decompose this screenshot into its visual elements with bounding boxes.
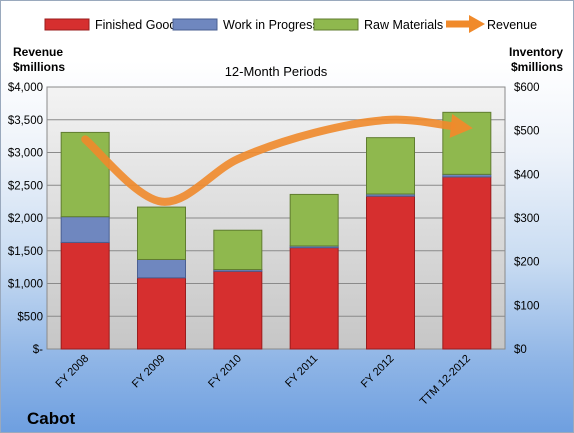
bar-finished-goods-fy-2009 [137,277,186,350]
bar-finished-goods-fy-2008 [60,241,110,350]
bar-raw-materials-fy-2008 [60,131,110,218]
bar-raw-materials-fy-2011 [289,193,339,247]
category-label: TTM 12-2012 [418,353,473,408]
revenue-line [81,115,456,206]
bar-series [60,111,492,350]
bar-work-in-progress-fy-2009 [137,258,186,279]
bar-finished-goods-fy-2010 [213,270,263,350]
right-axis-ticks: $0 $100 $200 $300 $400 $500 $600 [514,82,540,356]
category-label: FY 2012 [359,353,397,391]
left-tick-label: $3,500 [8,115,43,127]
category-label: FY 2009 [130,353,168,391]
left-tick-label: $- [33,344,43,356]
legend-swatch-finished-goods [44,18,90,31]
left-tick-label: $2,500 [8,180,43,192]
right-axis-title-line1: Inventory [509,45,563,59]
right-tick-label: $200 [514,257,540,269]
legend: Finished Goods Work in Progress Raw Mate… [44,15,537,33]
company-name: Cabot [27,409,76,428]
bar-finished-goods-fy-2012 [366,195,415,350]
category-label: FY 2011 [283,353,320,390]
left-axis-title-line1-text: Revenue [13,45,63,59]
right-tick-label: $600 [514,82,540,94]
right-tick-label: $100 [514,300,540,312]
chart-title: 12-Month Periods [225,64,328,79]
left-axis-title-line2-text: $millions [13,60,65,74]
revenue-arrow-icon [449,114,473,138]
right-tick-label: $400 [514,169,540,181]
legend-label-work-in-progress: Work in Progress [223,18,319,32]
left-tick-label: $1,500 [8,246,43,258]
category-label: FY 2008 [54,353,92,391]
bar-raw-materials-fy-2010 [213,229,263,271]
legend-label-raw-materials: Raw Materials [364,18,443,32]
legend-swatch-raw-materials [313,18,359,31]
right-tick-label: $0 [514,344,527,356]
bar-raw-materials-fy-2009 [137,206,186,260]
left-tick-label: $1,000 [8,279,43,291]
right-axis-title-line2-text: $millions [511,60,563,74]
category-label: FY 2010 [206,353,244,391]
right-axis-title-line2: $millions [511,60,563,74]
legend-arrow-icon [469,15,485,33]
left-axis-title-line2: $millions [13,60,65,74]
right-tick-label: $500 [514,126,540,138]
right-axis-title-line1-text: Inventory [509,45,563,59]
bar-raw-materials-fy-2012 [366,137,415,195]
left-axis-title-line1: Revenue [13,45,63,59]
right-tick-label: $300 [514,213,540,225]
left-tick-label: $4,000 [8,82,43,94]
legend-swatch-work-in-progress [172,18,218,31]
left-tick-label: $500 [17,311,43,323]
category-labels: FY 2008 FY 2009 FY 2010 FY 2011 FY 2012 TTM 1… [54,353,473,408]
left-axis-ticks: $- $500 $1,000 $1,500 $2,000 $2,500 $3,000 $3,5… [8,82,43,356]
bar-finished-goods-fy-2011 [289,247,339,350]
legend-label-finished-goods: Finished Goods [95,18,183,32]
bar-raw-materials-ttm-12-2012 [442,111,492,175]
bar-finished-goods-ttm-12-2012 [442,176,492,350]
revenue-series [81,114,473,206]
bar-work-in-progress-fy-2008 [60,216,110,243]
legend-label-revenue: Revenue [487,18,537,32]
left-tick-label: $2,000 [8,213,43,225]
left-tick-label: $3,000 [8,148,43,160]
